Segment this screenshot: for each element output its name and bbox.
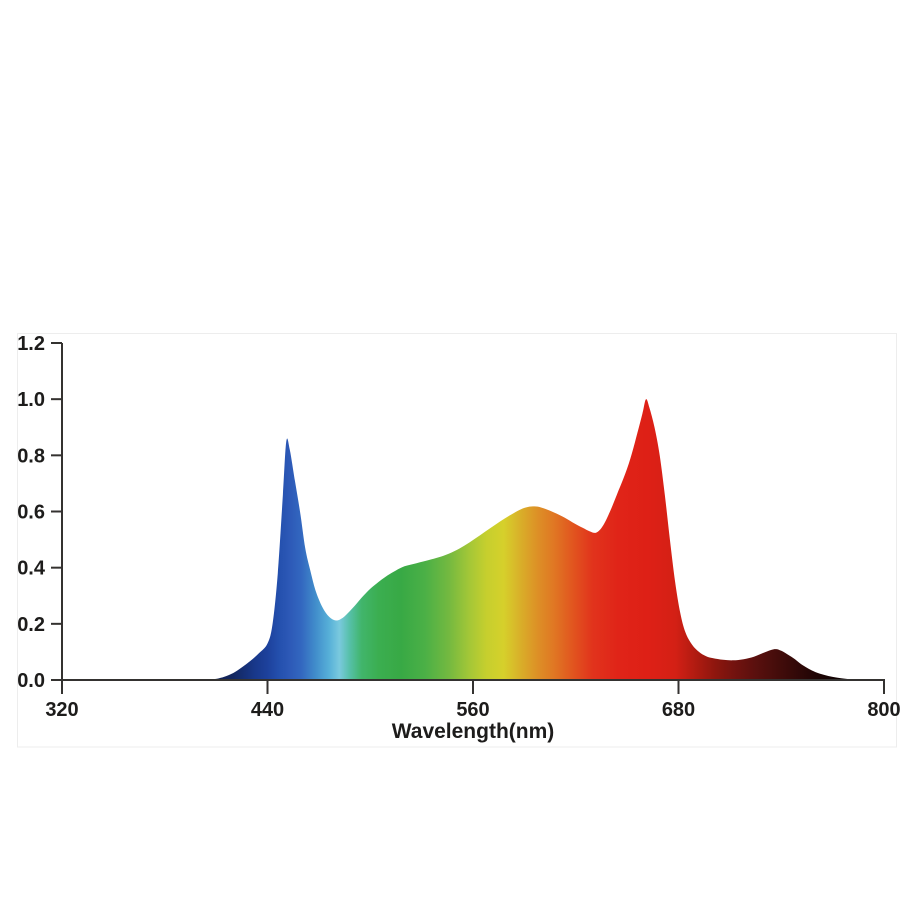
x-tick-label: 440 [251,699,284,721]
y-tick-label: 0.8 [17,445,45,467]
y-tick-label: 0.4 [17,558,46,580]
image-border [17,333,897,748]
x-tick-label: 320 [45,699,78,721]
x-tick-label: 680 [662,699,695,721]
y-tick-label: 1.0 [17,389,45,411]
x-axis-ticks: 320 440 560 680 800 [45,680,900,721]
x-tick-label: 560 [456,699,489,721]
y-tick-label: 0.6 [17,502,45,524]
x-tick-label: 800 [867,699,900,721]
y-tick-label: 0.0 [17,670,45,692]
y-axis-ticks: 0.0 0.2 0.4 0.6 0.8 1.0 1.2 [17,333,62,692]
x-axis-title: Wavelength(nm) [392,720,555,743]
y-tick-label: 0.2 [17,614,45,636]
spectrum-area [207,399,871,680]
y-tick-label: 1.2 [17,333,45,355]
